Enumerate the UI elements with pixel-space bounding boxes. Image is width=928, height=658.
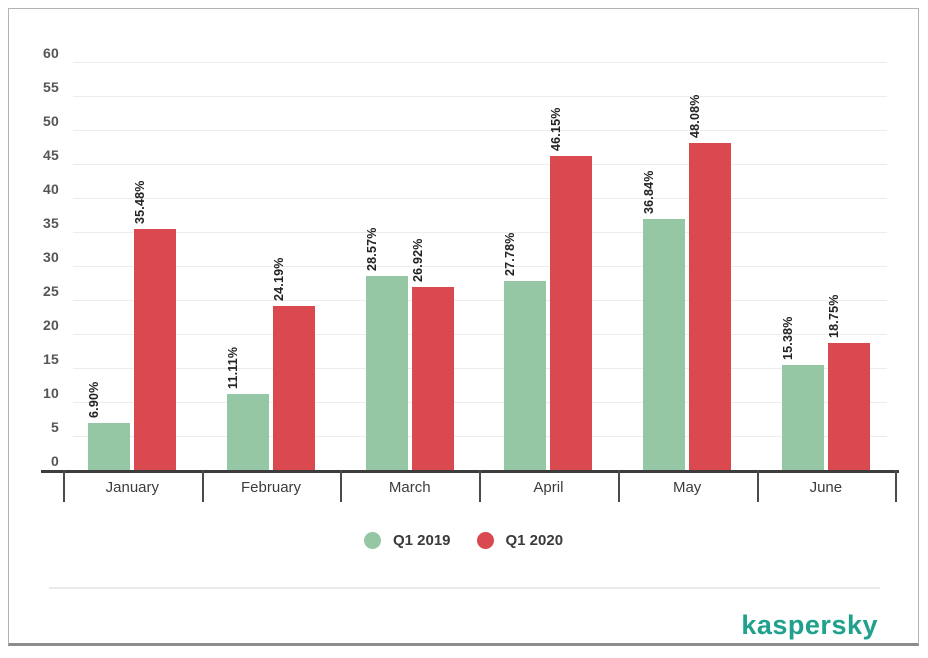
gridline-y-25	[73, 300, 887, 301]
y-axis-tick-label: 5	[51, 419, 59, 435]
bar-q1-2020-june	[827, 342, 870, 470]
gridline-y-10	[73, 402, 887, 403]
x-axis-tick	[756, 470, 759, 502]
bar-value-label: 11.11%	[226, 347, 241, 390]
x-axis-label-june: June	[809, 479, 843, 496]
y-axis-tick-label: 55	[43, 79, 59, 95]
bar-chart-plot: 0 5 10 15 20 25 30 35 40 45 50 55 60 January February M…	[9, 9, 918, 643]
x-axis-tick	[63, 470, 65, 502]
y-axis-tick-label: 45	[43, 147, 59, 163]
bar-q1-2019-may	[643, 219, 686, 470]
gridline-y-35	[73, 232, 887, 233]
legend-item-q1-2020: Q1 2020	[476, 532, 564, 549]
bar-value-label: 35.48%	[133, 180, 148, 224]
bar-q1-2020-may	[689, 143, 732, 470]
chart-frame: 0 5 10 15 20 25 30 35 40 45 50 55 60 January February M…	[8, 8, 919, 646]
x-axis-label-april: April	[533, 479, 564, 496]
x-axis-label-january: January	[105, 479, 160, 496]
y-axis-tick-label: 15	[43, 351, 59, 367]
gridline-y-30	[73, 266, 887, 267]
x-axis-label-may: May	[672, 479, 702, 496]
bar-value-label: 24.19%	[272, 256, 287, 301]
legend-item-q1-2019: Q1 2019	[363, 532, 451, 549]
gridline-y-20	[73, 334, 887, 335]
x-axis-label-february: February	[241, 479, 302, 496]
y-axis-tick-label: 35	[43, 215, 59, 231]
bar-q1-2019-february	[227, 394, 270, 470]
chart-legend: Q1 2019 Q1 2020	[9, 532, 918, 549]
y-axis-tick-label: 20	[43, 317, 59, 333]
gridline-y-5	[73, 436, 887, 437]
bar-value-label: 48.08%	[688, 94, 703, 139]
x-axis-label-march: March	[388, 479, 431, 496]
bar-q1-2020-april	[550, 156, 593, 470]
y-axis-tick-label: 50	[43, 113, 59, 129]
gridline-y-15	[73, 368, 887, 369]
bar-value-label: 15.38%	[780, 316, 795, 361]
gridline-y-50	[73, 130, 887, 131]
footer-divider	[49, 587, 880, 589]
y-axis-tick-label: 25	[43, 283, 59, 299]
bar-value-label: 46.15%	[549, 107, 564, 152]
x-axis-tick	[201, 470, 204, 502]
bar-q1-2019-january	[88, 423, 131, 470]
x-axis-tick	[617, 470, 620, 502]
x-axis-tick	[340, 470, 343, 502]
bar-q1-2019-march	[365, 275, 408, 470]
kaspersky-logo: kaspersky	[741, 610, 878, 640]
y-axis-tick-label: 40	[43, 181, 59, 197]
gridline-y-45	[73, 164, 887, 165]
y-axis-tick-label: 30	[43, 249, 59, 265]
x-axis-tick	[479, 470, 482, 502]
bar-value-label: 18.75%	[826, 293, 841, 338]
gridline-y-55	[73, 96, 887, 97]
bar-value-label: 6.90%	[87, 381, 102, 419]
legend-swatch-icon	[363, 532, 381, 549]
bar-q1-2020-march	[411, 286, 454, 470]
gridline-y-60	[73, 62, 887, 63]
bar-value-label: 36.84%	[642, 170, 657, 215]
legend-swatch-icon	[476, 532, 494, 549]
x-axis-line	[41, 470, 899, 473]
legend-label: Q1 2020	[505, 532, 564, 549]
y-axis-tick-label: 60	[43, 45, 59, 61]
y-axis-tick-label: 0	[51, 453, 59, 469]
bar-q1-2019-june	[781, 365, 824, 470]
bar-q1-2019-april	[504, 281, 547, 470]
bar-q1-2020-january	[134, 228, 177, 470]
gridline-y-40	[73, 198, 887, 199]
bar-value-label: 26.92%	[410, 238, 425, 282]
x-axis-tick	[895, 470, 898, 502]
legend-label: Q1 2019	[392, 532, 451, 549]
bar-value-label: 28.57%	[364, 227, 379, 271]
y-axis-tick-label: 10	[43, 385, 59, 401]
bar-q1-2020-february	[273, 305, 316, 470]
bar-value-label: 27.78%	[503, 232, 518, 277]
